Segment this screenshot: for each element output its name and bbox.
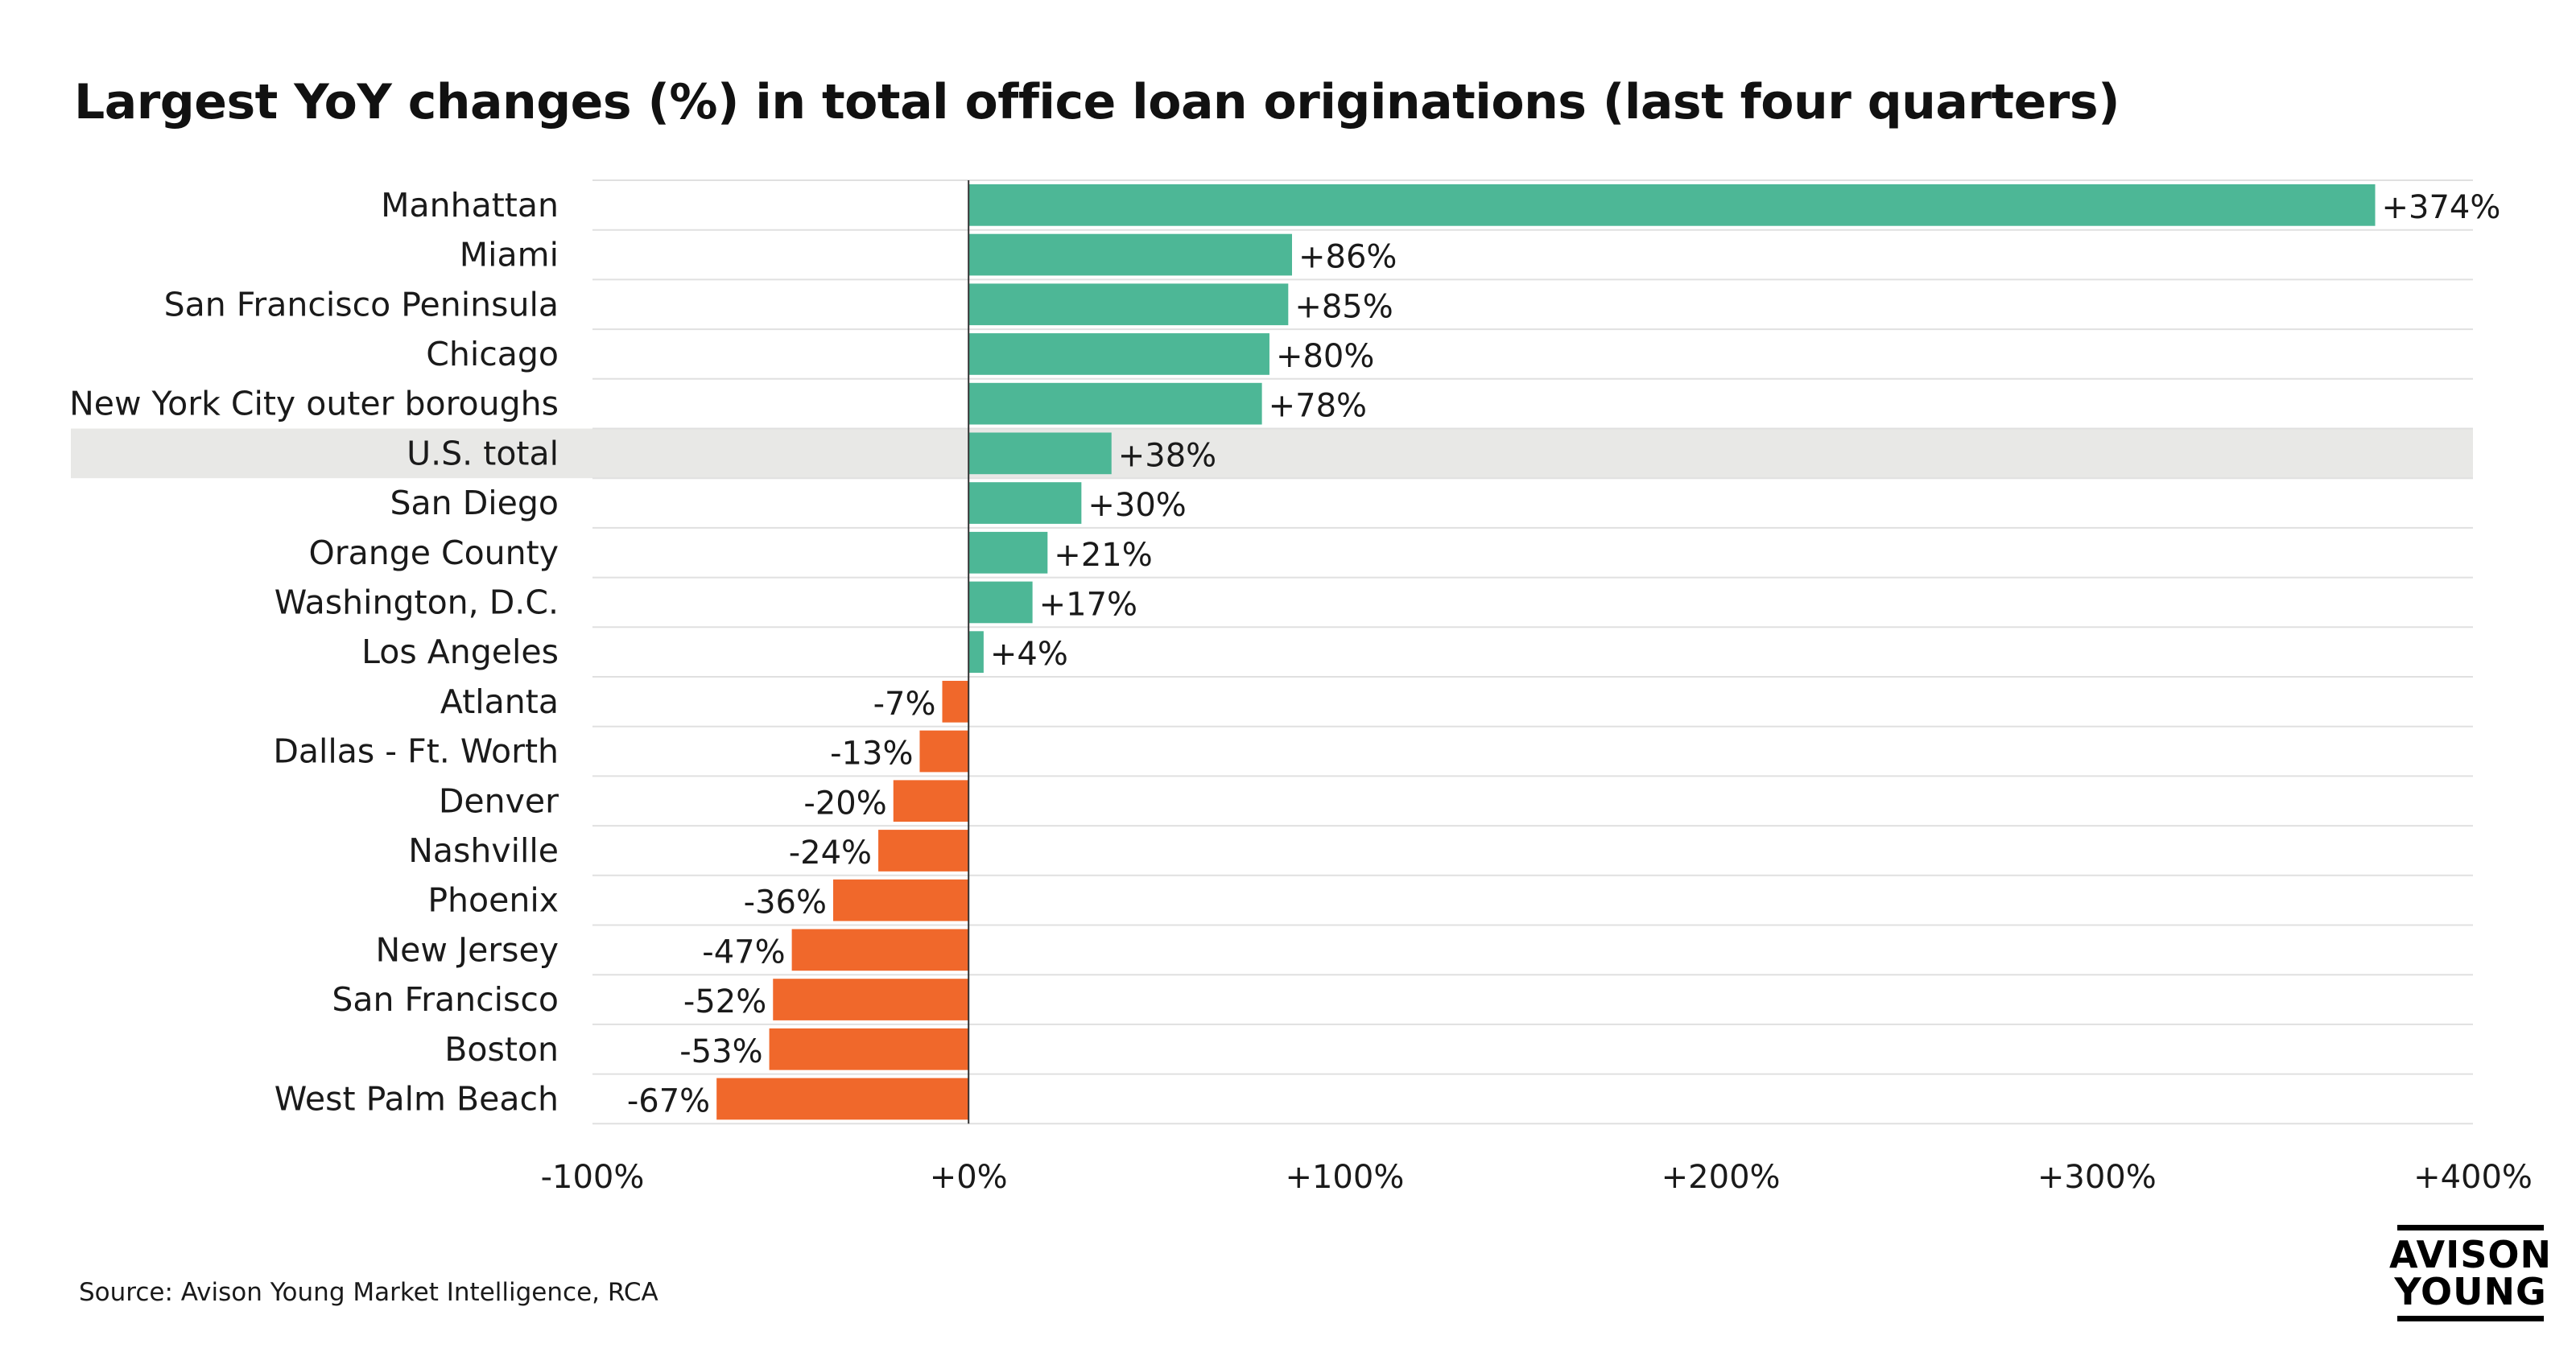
data-label: -52% [683,983,766,1020]
x-tick-label: +200% [1662,1159,1781,1196]
bar [968,531,1048,574]
category-label: Denver [439,781,559,820]
bar [968,382,1262,425]
avison-young-logo: AVISON YOUNG [2389,1225,2551,1321]
category-label: Atlanta [440,682,559,721]
category-label: U.S. total [407,434,559,472]
category-label: Nashville [408,831,559,870]
category-label: Los Angeles [361,633,559,671]
category-label: Orange County [308,534,559,572]
data-label: +85% [1294,288,1393,325]
data-label: +86% [1298,239,1397,276]
value-label-layer: +374% +86% +85% +80% +78% +38% +30% +21% +17% +4%… [627,189,2501,1120]
bar [878,830,969,872]
bar [919,730,969,773]
highlight-band [71,428,2473,479]
x-tick-label: +0% [930,1159,1008,1196]
bar [968,581,1033,624]
data-label: -13% [830,736,913,773]
category-label: Chicago [426,335,559,373]
category-label: West Palm Beach [275,1079,559,1118]
source-note: Source: Avison Young Market Intelligence… [79,1278,658,1307]
data-label: -53% [679,1033,762,1070]
data-label: +374% [2382,189,2501,226]
x-tick-label: -100% [541,1159,645,1196]
category-label: San Francisco [332,980,559,1019]
bar [968,333,1269,375]
data-label: +38% [1118,437,1216,474]
logo-line-1: AVISON [2389,1233,2552,1276]
data-label: +21% [1054,537,1152,574]
bar [968,283,1289,326]
category-label-layer: Manhattan Miami San Francisco Peninsula Chi… [69,186,559,1119]
data-label: -7% [873,686,936,723]
bar [773,979,969,1020]
data-label: -24% [789,835,872,872]
data-label: -47% [702,934,785,971]
category-label: New Jersey [376,930,559,969]
data-label: +17% [1039,586,1137,623]
bar [833,879,969,921]
bar [968,482,1082,524]
data-label: -20% [803,785,886,822]
bar [968,432,1112,475]
highlight-band-layer [71,428,2473,479]
bar [968,631,984,673]
bar [791,929,969,971]
bar [893,780,969,822]
bar-layer [716,184,2376,1120]
x-tick-label: +100% [1285,1159,1404,1196]
bar [968,233,1292,276]
logo-line-2: YOUNG [2394,1270,2547,1313]
category-label: Miami [460,236,559,274]
bar [968,184,2376,226]
data-label: -67% [627,1082,710,1119]
data-label: +30% [1088,487,1186,524]
category-label: San Diego [390,484,559,522]
x-tick-label: +400% [2413,1159,2533,1196]
x-axis-tick-layer: -100% +0% +100% +200% +300% +400% [541,1159,2533,1196]
bar [769,1028,969,1070]
category-label: Dallas - Ft. Worth [273,732,559,771]
data-label: +4% [990,636,1068,673]
bar [942,681,969,723]
x-tick-label: +300% [2037,1159,2157,1196]
data-label: +78% [1269,388,1367,425]
data-label: -36% [744,884,827,921]
gridline-layer [592,179,2473,1125]
category-label: San Francisco Peninsula [164,285,559,324]
data-label: +80% [1276,338,1374,375]
category-label: Manhattan [381,186,559,225]
category-label: Phoenix [427,881,559,920]
chart-title: Largest YoY changes (%) in total office … [74,74,2120,130]
category-label: Washington, D.C. [275,583,559,621]
category-label: New York City outer boroughs [69,385,559,423]
bar [716,1078,969,1120]
category-label: Boston [444,1030,559,1069]
